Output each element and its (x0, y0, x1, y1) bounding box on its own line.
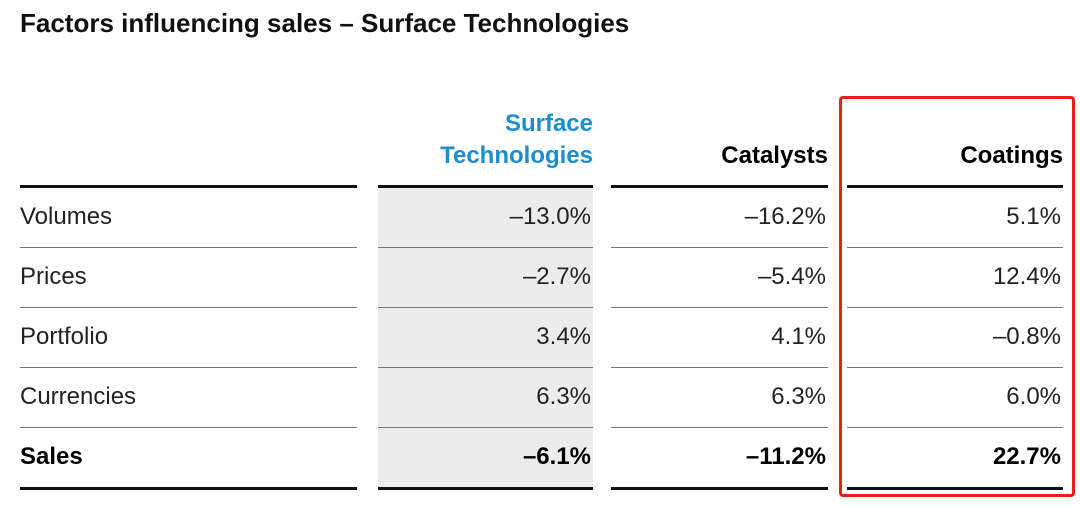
row-rule (20, 427, 357, 428)
title: Factors influencing sales – Surface Tech… (20, 8, 630, 38)
row-rule (20, 367, 357, 368)
cell-value: –16.2% (744, 203, 826, 230)
cell-value: 6.3% (536, 383, 591, 410)
column-shade (378, 186, 593, 488)
row-rule (847, 247, 1063, 248)
row-rule (378, 247, 593, 248)
cell-value: 12.4% (992, 263, 1061, 290)
cell-value: –0.8% (992, 323, 1061, 350)
row-rule (611, 307, 828, 308)
cell-value: 22.7% (992, 443, 1061, 470)
row-rule (611, 247, 828, 248)
cell-value: –13.0% (509, 203, 591, 230)
cell-value: 4.1% (771, 323, 826, 350)
bottom-rule (847, 487, 1063, 490)
cell-value: –5.4% (757, 263, 826, 290)
row-label: Prices (20, 263, 87, 290)
bottom-rule (20, 487, 357, 490)
row-rule (611, 427, 828, 428)
row-label: Currencies (20, 383, 137, 410)
bottom-rule (611, 487, 828, 490)
column-header: Surface Technologies (440, 110, 593, 169)
row-rule (20, 307, 357, 308)
header-rule (611, 185, 828, 188)
row-rule (378, 307, 593, 308)
header-rule (847, 185, 1063, 188)
row-rule (378, 427, 593, 428)
cell-value: 6.0% (1006, 383, 1061, 410)
column-header: Coatings (960, 142, 1063, 169)
cell-value: –2.7% (522, 263, 591, 290)
row-label: Sales (20, 443, 83, 470)
row-label: Portfolio (20, 323, 109, 350)
row-rule (20, 247, 357, 248)
cell-value: –6.1% (522, 443, 591, 470)
cell-value: 3.4% (536, 323, 591, 350)
bottom-rule (378, 487, 593, 490)
cell-value: 5.1% (1006, 203, 1061, 230)
row-rule (378, 367, 593, 368)
column-header: Catalysts (721, 142, 828, 169)
cell-value: 6.3% (771, 383, 826, 410)
highlight-box (839, 96, 1075, 497)
cell-value: –11.2% (745, 443, 826, 470)
row-rule (847, 367, 1063, 368)
row-label: Volumes (20, 203, 113, 230)
header-rule (20, 185, 357, 188)
row-rule (847, 427, 1063, 428)
row-rule (611, 367, 828, 368)
header-rule (378, 185, 593, 188)
row-rule (847, 307, 1063, 308)
